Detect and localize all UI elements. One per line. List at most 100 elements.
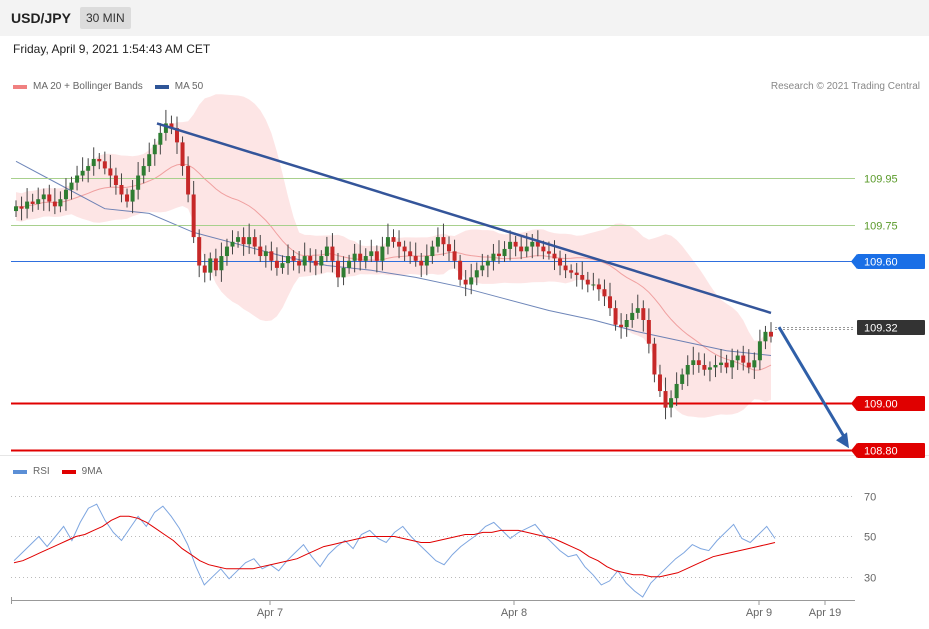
candle-body <box>635 308 640 313</box>
candle-body <box>286 256 291 264</box>
level-badge-109-60 <box>857 254 925 269</box>
x-tick-label: Apr 9 <box>746 607 772 619</box>
candle-body <box>341 267 346 278</box>
candle-body <box>552 253 557 259</box>
candle-body <box>757 341 762 361</box>
level-badge-109-00 <box>857 396 925 411</box>
candle-body <box>380 246 385 261</box>
candle-body <box>213 258 218 271</box>
candle-body <box>252 237 257 247</box>
candle-body <box>707 367 712 370</box>
candle-body <box>180 142 185 167</box>
projection-arrow-head <box>836 432 849 449</box>
candle-body <box>136 175 141 190</box>
candle-body <box>530 241 535 247</box>
candle-body <box>502 248 507 257</box>
candle-body <box>241 237 246 245</box>
candles-group <box>14 109 773 420</box>
candle-body <box>524 246 529 252</box>
candle-body <box>186 166 191 195</box>
level-label-109-00: 109.00 <box>864 399 898 411</box>
candle-body <box>119 185 124 195</box>
candle-body <box>646 320 651 344</box>
level-label-109-75: 109.75 <box>864 221 898 233</box>
candle-body <box>602 289 607 297</box>
legend-item-rsi: RSI <box>13 466 50 477</box>
candle-body <box>125 194 130 202</box>
candle-body <box>685 365 690 375</box>
candle-body <box>463 279 468 285</box>
candle-body <box>535 241 540 247</box>
candle-body <box>574 272 579 275</box>
candle-body <box>158 132 163 145</box>
candle-body <box>297 260 302 266</box>
candle-body <box>752 360 757 368</box>
candle-body <box>302 256 307 266</box>
candle-body <box>591 284 596 286</box>
rsi-tick-label: 50 <box>864 532 876 544</box>
candle-body <box>624 320 629 328</box>
level-badge-pointer <box>851 443 857 458</box>
legend-swatch <box>13 469 27 474</box>
legend-swatch <box>61 469 76 474</box>
candle-body <box>769 331 773 337</box>
level-badge-pointer <box>851 254 857 269</box>
rsi-tick-label: 70 <box>864 492 876 504</box>
timestamp: Friday, April 9, 2021 1:54:43 AM CET <box>13 42 211 56</box>
candle-body <box>580 275 585 280</box>
candle-body <box>75 175 80 183</box>
candle-body <box>36 199 41 204</box>
candle-body <box>308 256 313 261</box>
candle-body <box>19 206 24 209</box>
rsi-series-rsi <box>13 503 776 598</box>
candle-body <box>319 256 324 266</box>
candle-body <box>385 237 390 247</box>
rsi-series-9ma <box>13 515 776 578</box>
candle-body <box>219 256 224 271</box>
candle-body <box>513 241 518 247</box>
ma20-line <box>15 163 772 371</box>
candle-body <box>663 391 668 408</box>
candle-body <box>230 241 235 247</box>
candle-body <box>719 362 724 365</box>
candle-body <box>641 308 646 320</box>
x-tick-label: Apr 19 <box>809 607 841 619</box>
candle-body <box>458 260 463 280</box>
candle-body <box>496 253 501 257</box>
candle-body <box>691 360 696 365</box>
candle-body <box>480 265 485 271</box>
candle-body <box>14 206 18 212</box>
candle-body <box>52 201 57 207</box>
rsi-legend: RSI 9MA <box>13 466 114 477</box>
bollinger-band-area <box>16 94 771 418</box>
legend-label: RSI <box>33 466 50 477</box>
candle-body <box>291 256 296 261</box>
candle-body <box>430 246 435 257</box>
candle-body <box>491 253 496 261</box>
candle-body <box>130 189 135 202</box>
candle-body <box>347 260 352 268</box>
header-bar: USD/JPY 30 MIN <box>0 0 929 36</box>
candle-body <box>208 258 213 273</box>
candle-body <box>191 194 196 238</box>
candle-body <box>702 365 707 370</box>
candle-body <box>363 256 368 261</box>
legend-label: MA 20 + Bollinger Bands <box>33 81 143 92</box>
candle-body <box>313 260 318 266</box>
candle-body <box>619 324 624 328</box>
candle-body <box>358 253 363 261</box>
candle-body <box>258 246 263 257</box>
timeframe-badge[interactable]: 30 MIN <box>80 7 131 29</box>
candle-body <box>596 284 601 290</box>
candle-body <box>735 355 740 361</box>
candle-body <box>724 362 729 368</box>
candle-body <box>141 166 146 176</box>
candle-body <box>247 237 252 245</box>
candle-body <box>569 270 574 273</box>
level-label-109-60: 109.60 <box>864 257 898 269</box>
level-badge-108-80 <box>857 443 925 458</box>
candle-body <box>696 360 701 365</box>
legend-label: 9MA <box>81 466 103 477</box>
candle-body <box>58 199 63 207</box>
